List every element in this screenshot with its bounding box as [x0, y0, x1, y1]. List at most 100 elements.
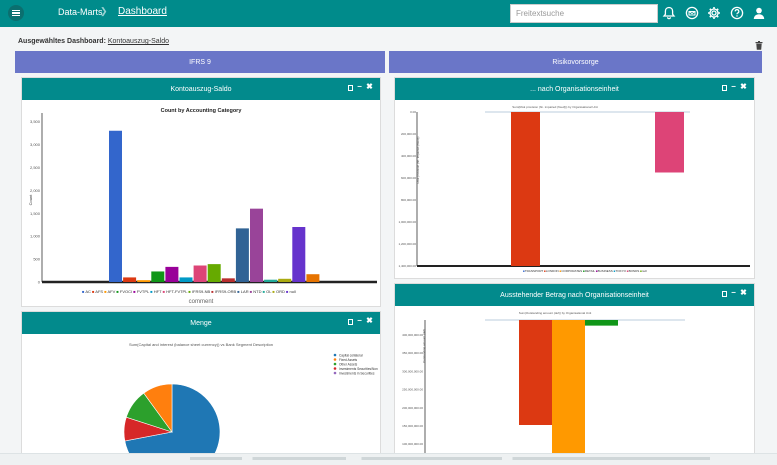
- breadcrumb-data-marts[interactable]: Data-Marts: [58, 7, 103, 17]
- bar: [585, 320, 618, 326]
- close-icon[interactable]: ✖: [366, 82, 373, 91]
- y-axis-label: Count: [28, 194, 33, 206]
- legend-marker: ■: [626, 269, 629, 273]
- gear-icon[interactable]: [707, 6, 721, 20]
- panel-title: Kontoauszug-Saldo: [170, 85, 232, 93]
- y-tick-label: 400,000.00: [401, 154, 416, 158]
- breadcrumb-dashboard[interactable]: Dashboard: [118, 6, 167, 17]
- legend-item: OL: [265, 289, 272, 294]
- legend-item: LAR: [240, 289, 249, 294]
- legend-marker: ■: [82, 289, 85, 294]
- legend-marker: ■: [261, 289, 265, 294]
- legend-marker: ■: [582, 269, 585, 273]
- legend-marker: ■: [236, 289, 240, 294]
- minimize-icon[interactable]: −: [731, 288, 736, 297]
- selected-dashboard: Ausgewähltes Dashboard: Kontoauszug-Sald…: [18, 38, 169, 45]
- y-tick-label: 1,400,000.00: [398, 264, 416, 268]
- legend-item: AFS: [94, 289, 103, 294]
- y-tick-label: 200,000,000.00: [402, 406, 423, 410]
- legend-marker: ■: [613, 269, 616, 273]
- legend-item: null: [642, 269, 647, 273]
- selected-dashboard-name[interactable]: Kontoauszug-Saldo: [107, 38, 169, 45]
- y-tick-label: 150,000,000.00: [402, 424, 423, 428]
- legend-marker: ■: [271, 289, 275, 294]
- legend-item: Fixed Assets: [339, 358, 357, 362]
- panel-header: Ausstehender Betrag nach Organisationsei…: [395, 284, 754, 306]
- footer-strip: [0, 453, 777, 465]
- hamburger-menu-button[interactable]: [8, 5, 24, 21]
- chart-ausstehend: Sum(Outstanding amount (def)) by Organis…: [402, 311, 685, 465]
- bar: [221, 278, 235, 282]
- bar: [264, 279, 278, 282]
- top-bar: Data-Marts ❯ Dashboard: [0, 0, 777, 27]
- y-tick-label: 1,200,000.00: [398, 242, 416, 246]
- pie-slice: [143, 383, 173, 433]
- legend-marker: ■: [115, 289, 119, 294]
- bar: [151, 271, 165, 282]
- legend-marker: ■: [187, 289, 191, 294]
- breadcrumb-separator: ❯: [100, 6, 108, 16]
- bar: [207, 264, 221, 282]
- panel-title: Menge: [190, 319, 212, 327]
- help-icon[interactable]: [730, 6, 744, 20]
- copy-icon[interactable]: [348, 318, 353, 325]
- tab-risikovorsorge[interactable]: Risikovorsorge: [389, 51, 762, 73]
- y-tick-label: 800,000.00: [401, 198, 416, 202]
- legend-item: null: [288, 289, 295, 294]
- legend-marker: [333, 371, 337, 375]
- legend-marker: [333, 353, 337, 357]
- minimize-icon[interactable]: −: [731, 82, 736, 91]
- close-icon[interactable]: ✖: [740, 288, 747, 297]
- chart-legend: ■ AC ■ AFS ■ AFV ■ FVOCI ■ FVTPL ■ HFT ■…: [82, 289, 296, 294]
- y-tick-label: 2,000: [30, 188, 41, 193]
- panel-kontoauszug-saldo: Kontoauszug-Saldo − ✖ Count by Accountin…: [21, 77, 381, 307]
- bell-icon[interactable]: [662, 6, 676, 20]
- legend-marker: ■: [132, 289, 136, 294]
- legend-item: TOKYO: [615, 269, 626, 273]
- legend-item: TRANSPORT: [525, 269, 544, 273]
- y-tick-label: 0.00: [410, 110, 416, 114]
- legend-item: FVTPL: [136, 289, 150, 294]
- copy-icon[interactable]: [722, 84, 727, 91]
- chart-title: Sum(Outstanding amount (def)) by Organis…: [519, 311, 592, 315]
- search-input[interactable]: [510, 4, 658, 23]
- legend-item: LONDON: [546, 269, 559, 273]
- panel-header: Kontoauszug-Saldo − ✖: [22, 78, 380, 100]
- legend-item: ORD: [275, 289, 285, 294]
- legend-item: BUSINESS: [598, 269, 613, 273]
- legend-item: IFRS9-ORB: [214, 289, 237, 294]
- chart-legend: ■TRANSPORT ■LONDON ■CORPORATES ■RETAIL ■…: [523, 269, 647, 273]
- y-tick-label: 3,000: [30, 142, 41, 147]
- legend-marker: ■: [285, 289, 289, 294]
- mail-icon[interactable]: [685, 6, 699, 20]
- legend-item: AFV: [107, 289, 116, 294]
- user-icon[interactable]: [752, 6, 766, 20]
- y-tick-label: 100,000,000.00: [402, 442, 423, 446]
- legend-marker: ■: [103, 289, 107, 294]
- legend-item: BONDS: [629, 269, 640, 273]
- tab-ifrs9[interactable]: IFRS 9: [15, 51, 385, 73]
- close-icon[interactable]: ✖: [740, 82, 747, 91]
- legend-marker: ■: [249, 289, 253, 294]
- bar: [655, 112, 684, 173]
- y-axis-label: Risk provision (fin. impaired (fixed)): [416, 136, 420, 183]
- minimize-icon[interactable]: −: [357, 82, 362, 91]
- x-axis-label: comment: [189, 299, 214, 305]
- y-axis-label: Outstanding amount (def): [422, 329, 426, 363]
- minimize-icon[interactable]: −: [357, 316, 362, 325]
- trash-icon[interactable]: [755, 37, 763, 50]
- legend-marker: ■: [523, 269, 525, 273]
- legend-marker: ■: [543, 269, 546, 273]
- copy-icon[interactable]: [722, 290, 727, 297]
- y-tick-label: 1,000: [30, 234, 41, 239]
- chart-kontoauszug: Count by Accounting Category Count 0 500 1,0…: [28, 108, 377, 305]
- bar: [250, 208, 263, 282]
- panel-title: ... nach Organisationseinheit: [530, 85, 619, 93]
- y-tick-label: 300,000,000.00: [402, 369, 423, 373]
- bar: [552, 320, 585, 465]
- y-tick-label: 2,500: [30, 165, 41, 170]
- close-icon[interactable]: ✖: [366, 316, 373, 325]
- legend-marker: ■: [595, 269, 598, 273]
- copy-icon[interactable]: [348, 84, 353, 91]
- panel-header: Menge − ✖: [22, 312, 380, 334]
